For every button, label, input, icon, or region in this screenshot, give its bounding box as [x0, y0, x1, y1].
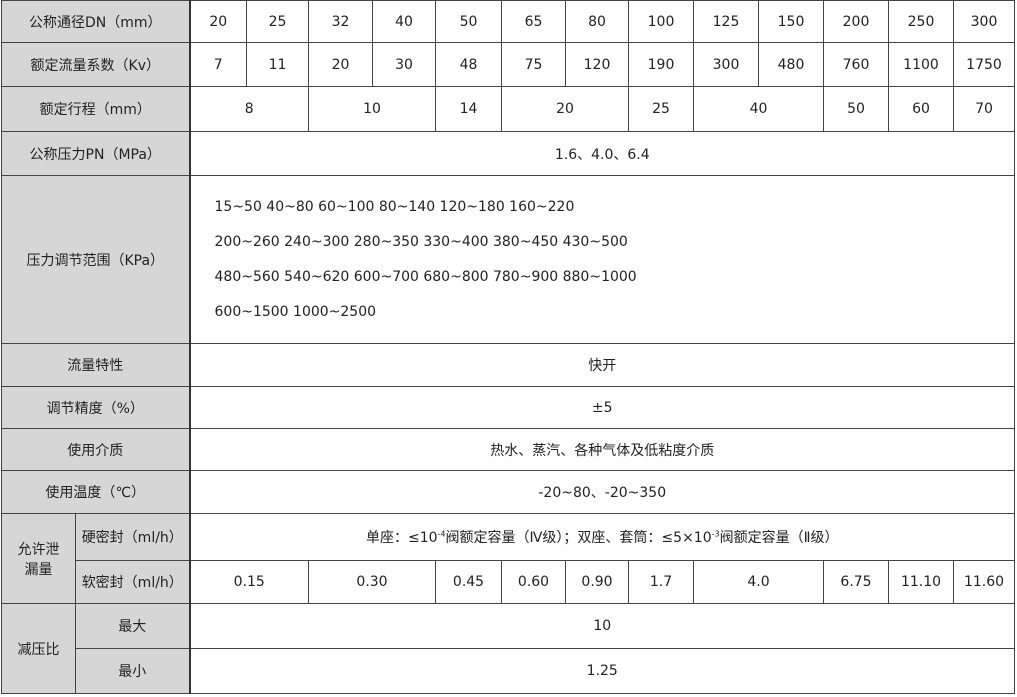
- label-ratio-min: 最小: [75, 648, 191, 694]
- cell: 480: [758, 42, 824, 87]
- exponent: -3: [711, 529, 720, 539]
- row-accuracy: 调节精度（%） ±5: [1, 386, 1015, 429]
- cell: 8: [189, 86, 309, 132]
- cell: 80: [565, 0, 629, 43]
- cell: 0.30: [308, 560, 436, 604]
- cell: 70: [953, 86, 1015, 132]
- cell: 1100: [888, 42, 954, 87]
- label-kv: 额定流量系数（Kv）: [1, 42, 191, 87]
- label-stroke: 额定行程（mm）: [1, 86, 191, 132]
- cell: 75: [501, 42, 566, 87]
- cell: 125: [693, 0, 759, 43]
- exponent: -4: [437, 529, 446, 539]
- row-leak-soft: 软密封（ml/h） 0.15 0.30 0.45 0.60 0.90 1.7 4…: [2, 560, 1015, 604]
- row-ratio-max: 减压比 最大 10: [1, 603, 1015, 694]
- row-stroke: 额定行程（mm） 8 10 14 20 25 40 50 60 70: [1, 86, 1015, 132]
- leak-hard-value: 单座：≤10-4阀额定容量（Ⅳ级）；双座、套筒：≤5×10-3阀额定容量（Ⅱ级）: [189, 513, 1015, 561]
- cell: 60: [888, 86, 954, 132]
- cell: 300: [693, 42, 759, 87]
- cell: 0.15: [189, 560, 309, 604]
- accuracy-value: ±5: [189, 386, 1015, 429]
- flow-value: 快开: [189, 343, 1015, 387]
- cell: 6.75: [823, 560, 889, 604]
- cell: 11.10: [888, 560, 954, 604]
- text: 单座：≤10: [365, 530, 438, 546]
- temp-value: -20~80、-20~350: [189, 470, 1015, 514]
- cell: 48: [435, 42, 502, 87]
- cell: 190: [628, 42, 694, 87]
- text: 阀额定容量（Ⅳ级）；双座、套筒：≤5×10: [445, 530, 712, 546]
- cell: 25: [246, 0, 309, 43]
- label-dn: 公称通径DN（mm）: [1, 0, 191, 43]
- label-temp: 使用温度（℃）: [1, 470, 191, 514]
- row-leak-hard: 允许泄漏量 硬密封（ml/h） 单座：≤10-4阀额定容量（Ⅳ级）；双座、套筒：…: [1, 513, 1015, 604]
- cell: 65: [501, 0, 566, 43]
- label-leak: 允许泄漏量: [1, 513, 76, 604]
- cell: 100: [628, 0, 694, 43]
- label-ratio: 减压比: [1, 603, 76, 694]
- cell: 10: [308, 86, 436, 132]
- row-kv: 额定流量系数（Kv） 7 11 20 30 48 75 120 190 300 480 760 110…: [1, 42, 1015, 87]
- cell: 7: [189, 42, 247, 87]
- label-leak-soft: 软密封（ml/h）: [75, 560, 191, 604]
- row-flow: 流量特性 快开: [1, 343, 1015, 387]
- cell: 40: [693, 86, 824, 132]
- cell: 11: [246, 42, 309, 87]
- row-medium: 使用介质 热水、蒸汽、各种气体及低粘度介质: [1, 428, 1015, 471]
- cell: 0.90: [565, 560, 629, 604]
- cell: 11.60: [953, 560, 1015, 604]
- label-medium: 使用介质: [1, 428, 191, 471]
- label-range: 压力调节范围（KPa）: [1, 175, 191, 344]
- ratio-min-value: 1.25: [189, 648, 1015, 694]
- row-ratio-min: 最小 1.25: [2, 648, 1015, 694]
- cell: 20: [308, 42, 373, 87]
- cell: 30: [372, 42, 436, 87]
- cell: 300: [953, 0, 1015, 43]
- medium-value: 热水、蒸汽、各种气体及低粘度介质: [189, 428, 1015, 471]
- cell: 20: [501, 86, 629, 132]
- cell: 120: [565, 42, 629, 87]
- cell: 150: [758, 0, 824, 43]
- range-line: 600~1500 1000~2500: [214, 303, 377, 320]
- cell: 50: [435, 0, 502, 43]
- ratio-max-value: 10: [189, 603, 1015, 649]
- cell: 250: [888, 0, 954, 43]
- text: 阀额定容量（Ⅱ级）: [719, 530, 839, 546]
- row-temp: 使用温度（℃） -20~80、-20~350: [1, 470, 1015, 514]
- label-accuracy: 调节精度（%）: [1, 386, 191, 429]
- cell: 50: [823, 86, 889, 132]
- row-dn: 公称通径DN（mm） 20 25 32 40 50 65 80 100 125 150 200 250…: [1, 0, 1015, 43]
- range-line: 480~560 540~620 600~700 680~800 780~900 …: [214, 268, 637, 285]
- cell: 4.0: [693, 560, 824, 604]
- cell: 0.45: [435, 560, 502, 604]
- cell: 40: [372, 0, 436, 43]
- range-line: 200~260 240~300 280~350 330~400 380~450 …: [214, 233, 628, 250]
- cell: 14: [435, 86, 502, 132]
- cell: 0.60: [501, 560, 566, 604]
- label-pn: 公称压力PN（MPa）: [1, 131, 191, 176]
- cell: 20: [189, 0, 247, 43]
- range-values: 15~50 40~80 60~100 80~140 120~180 160~22…: [189, 175, 1015, 344]
- label-ratio-max: 最大: [75, 603, 191, 649]
- label-leak-hard: 硬密封（ml/h）: [75, 513, 191, 561]
- row-pn: 公称压力PN（MPa） 1.6、4.0、6.4: [1, 131, 1015, 176]
- cell: 200: [823, 0, 889, 43]
- cell: 760: [823, 42, 889, 87]
- pn-value: 1.6、4.0、6.4: [189, 131, 1015, 176]
- row-range: 压力调节范围（KPa） 15~50 40~80 60~100 80~140 12…: [1, 175, 1015, 344]
- label-flow: 流量特性: [1, 343, 191, 387]
- cell: 32: [308, 0, 373, 43]
- range-line: 15~50 40~80 60~100 80~140 120~180 160~22…: [214, 198, 575, 215]
- cell: 25: [628, 86, 694, 132]
- cell: 1.7: [628, 560, 694, 604]
- cell: 1750: [953, 42, 1015, 87]
